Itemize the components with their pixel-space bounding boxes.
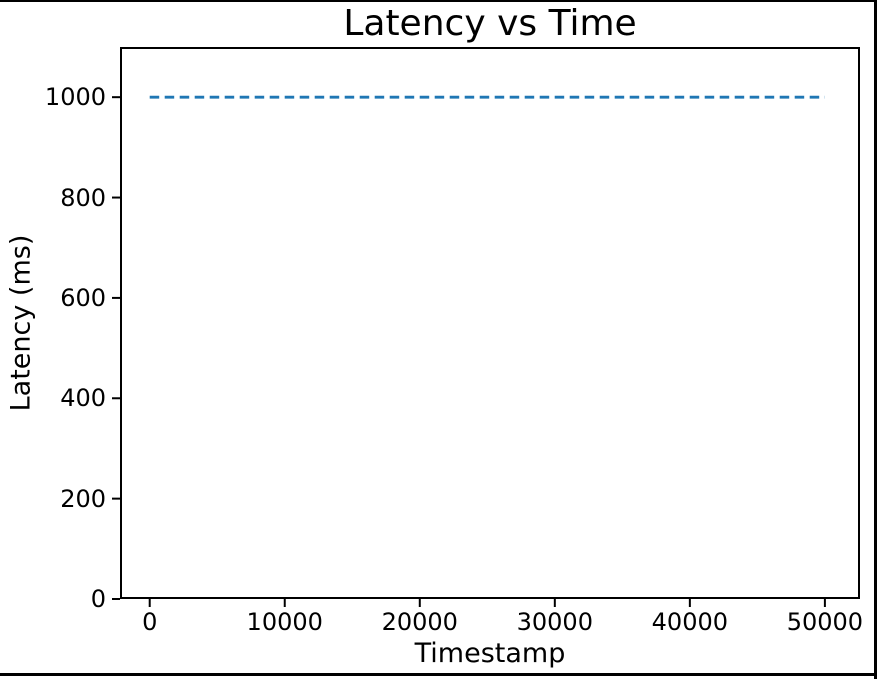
- chart-title: Latency vs Time: [343, 3, 637, 44]
- x-tick-label: 30000: [516, 608, 593, 636]
- y-tick-label: 400: [60, 384, 106, 413]
- x-tick-label: 40000: [651, 608, 729, 636]
- x-tick-label: 50000: [786, 608, 864, 636]
- x-tick-label: 20000: [381, 608, 458, 636]
- x-tick-label: 0: [142, 608, 158, 636]
- x-tick-label: 10000: [246, 608, 323, 636]
- x-axis-label: Timestamp: [414, 638, 566, 669]
- y-tick-label: 1000: [44, 83, 106, 112]
- axes-frame: [120, 47, 860, 599]
- figure-bottom-border: [0, 673, 874, 676]
- y-tick-label: 200: [60, 484, 106, 513]
- y-tick-label: 800: [60, 183, 106, 212]
- y-tick-label: 0: [90, 585, 106, 613]
- y-tick-label: 600: [60, 283, 106, 312]
